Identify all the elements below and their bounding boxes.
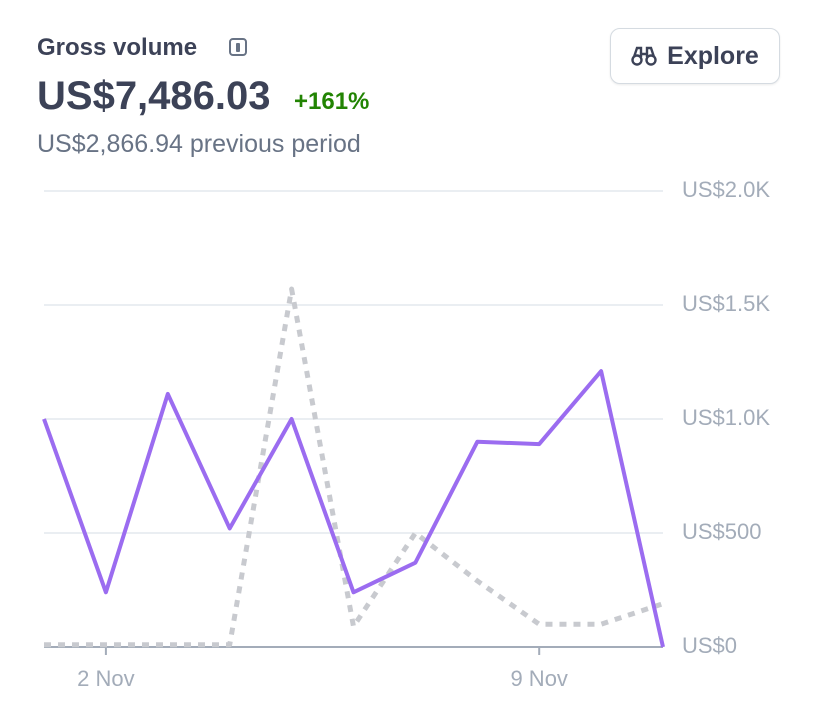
change: +161% bbox=[294, 88, 370, 115]
amount: US$7,486.03 bbox=[37, 74, 271, 118]
binoculars-icon bbox=[631, 46, 657, 66]
y-tick-label: US$1.5K bbox=[682, 291, 770, 316]
current-period-line bbox=[42, 369, 665, 648]
y-tick-label: US$2.0K bbox=[682, 177, 770, 202]
x-tick-label: 2 Nov bbox=[77, 666, 134, 691]
explore-button[interactable]: Explore bbox=[610, 28, 780, 84]
previous-period: US$2,866.94 previous period bbox=[37, 130, 361, 158]
previous-period-line bbox=[44, 286, 664, 648]
explore-label[interactable]: Explore bbox=[667, 41, 759, 70]
y-tick-label: US$0 bbox=[682, 633, 737, 658]
y-tick-label: US$500 bbox=[682, 519, 762, 544]
x-tick-label: 9 Nov bbox=[510, 666, 567, 691]
title: Gross volume bbox=[37, 34, 198, 61]
y-tick-label: US$1.0K bbox=[682, 405, 770, 430]
info-icon[interactable] bbox=[229, 38, 247, 56]
